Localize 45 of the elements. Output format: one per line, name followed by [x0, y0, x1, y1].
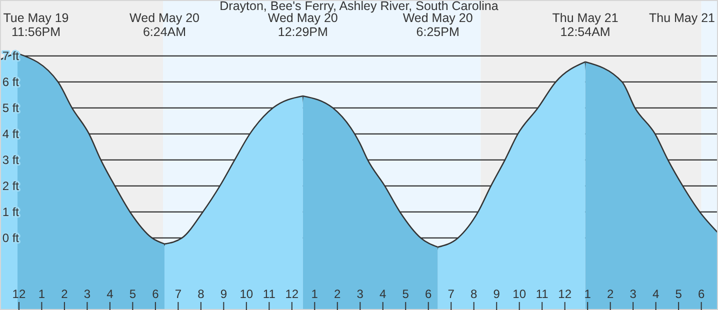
x-tick-label: 12: [558, 287, 572, 301]
x-tick-label: 9: [493, 287, 500, 301]
x-tick-label: 4: [106, 287, 114, 301]
y-tick-label: 2 ft: [2, 178, 20, 193]
y-tick-label: 3 ft: [2, 152, 20, 167]
annotation: Wed May 20 6:25PM: [402, 11, 473, 39]
x-tick-label: 11: [262, 287, 276, 301]
annotation: Wed May 20 12:29PM: [268, 11, 338, 39]
x-tick-label: 1: [584, 287, 592, 301]
x-tick-label: 12: [12, 287, 26, 301]
x-tick-label: 5: [675, 287, 682, 301]
x-tick-label: 6: [698, 287, 705, 301]
annotation: Thu May 21: [648, 11, 716, 25]
x-tick-label: 10: [240, 287, 254, 301]
x-tick-label: 7: [448, 287, 455, 301]
x-tick-label: 8: [198, 287, 205, 301]
x-tick-label: 6: [152, 287, 160, 301]
x-tick-label: 1: [38, 287, 46, 301]
annotation: Thu May 21 12:54AM: [552, 11, 618, 39]
y-tick-label: 5 ft: [2, 100, 20, 115]
x-tick-label: 7: [174, 287, 182, 301]
x-tick-label: 11: [536, 287, 549, 301]
y-tick-label: 4 ft: [2, 126, 20, 141]
annotation: Wed May 20 6:24AM: [130, 11, 200, 39]
x-tick-label: 5: [129, 287, 136, 301]
annotation: Tue May 19 11:56PM: [3, 11, 69, 39]
x-tick-label: 2: [606, 287, 614, 301]
x-tick-label: 2: [334, 287, 342, 301]
y-tick-label: 0 ft: [2, 230, 20, 245]
x-tick-label: 12: [285, 287, 299, 301]
x-tick-label: 4: [652, 287, 660, 301]
y-tick-label: 6 ft: [2, 74, 20, 89]
x-tick-label: 3: [630, 287, 637, 301]
x-tick-label: 5: [402, 287, 410, 301]
x-tick-label: 3: [84, 287, 91, 301]
y-tick-label: 1 ft: [2, 204, 20, 219]
x-tick-label: 10: [512, 287, 526, 301]
x-tick-label: 1: [311, 287, 318, 301]
x-tick-label: 8: [470, 287, 478, 301]
x-tick-label: 2: [61, 287, 68, 301]
x-tick-label: 3: [356, 287, 364, 301]
x-tick-label: 6: [425, 287, 432, 301]
x-tick-label: 9: [220, 287, 228, 301]
x-tick-label: 4: [380, 287, 387, 301]
chart-title: Drayton, Bee's Ferry, Ashley River, South Carolina: [220, 0, 498, 13]
